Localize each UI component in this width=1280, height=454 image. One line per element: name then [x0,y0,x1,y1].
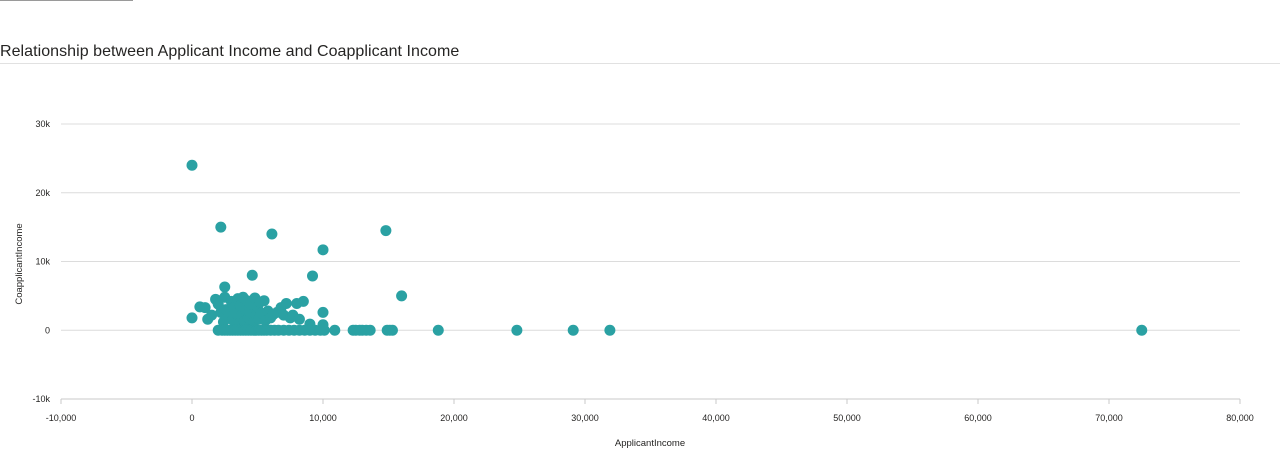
top-tab-indicator [0,0,133,1]
y-tick-label: 0 [45,325,50,335]
y-tick-label: 20k [35,188,50,198]
scatter-point[interactable] [186,159,198,171]
scatter-point[interactable] [380,225,392,237]
x-tick-label: 50,000 [833,413,861,423]
scatter-point[interactable] [364,324,376,336]
scatter-point[interactable] [511,324,523,336]
x-tick-label: 80,000 [1226,413,1254,423]
scatter-point[interactable] [212,298,224,310]
scatter-point[interactable] [329,324,341,336]
y-tick-label: 30k [35,119,50,129]
y-tick-label: -10k [32,394,50,404]
x-axis-title: ApplicantIncome [615,438,685,449]
y-axis-title: CoapplicantIncome [14,223,25,304]
scatter-point[interactable] [206,309,218,321]
y-axis-tick-labels: -10k 0 10k 20k 30k [32,119,50,404]
scatter-point[interactable] [317,306,329,318]
scatter-point[interactable] [317,244,329,256]
x-tick-label: 0 [189,413,194,423]
scatter-point[interactable] [258,295,270,307]
x-tick-label: -10,000 [46,413,77,423]
x-tick-label: 40,000 [702,413,730,423]
x-axis-tick-labels: -10,000 0 10,000 20,000 30,000 40,000 50,000 60… [46,413,1254,423]
scatter-point[interactable] [567,324,579,336]
title-divider [0,63,1280,64]
scatter-point[interactable] [307,270,319,282]
x-tick-label: 70,000 [1095,413,1123,423]
scatter-point[interactable] [219,281,231,293]
y-tick-label: 10k [35,257,50,267]
scatter-point[interactable] [280,297,292,309]
scatter-point[interactable] [604,324,616,336]
x-tick-label: 30,000 [571,413,599,423]
scatter-point[interactable] [396,290,408,302]
scatter-point[interactable] [215,221,227,233]
x-tick-label: 10,000 [309,413,337,423]
scatter-point[interactable] [386,324,398,336]
scatter-point[interactable] [293,313,305,325]
x-tick-label: 20,000 [440,413,468,423]
scatter-point[interactable] [266,228,278,240]
scatter-point[interactable] [186,312,198,324]
scatter-point[interactable] [199,302,211,314]
gridlines [60,123,1241,404]
scatter-point[interactable] [318,324,330,336]
scatter-point[interactable] [432,324,444,336]
x-tick-label: 60,000 [964,413,992,423]
scatter-point[interactable] [246,269,258,281]
scatter-point[interactable] [1136,324,1148,336]
page-title: Relationship between Applicant Income an… [0,43,460,60]
scatter-point[interactable] [297,295,309,307]
data-points [186,159,1148,336]
